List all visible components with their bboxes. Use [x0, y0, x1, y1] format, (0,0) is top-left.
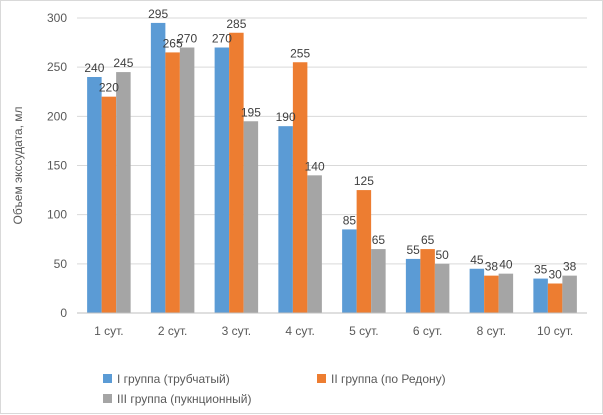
x-tick-label-3: 3 сут.: [222, 324, 252, 338]
y-tick-label-250: 250: [47, 60, 67, 74]
data-label-s1-c7: 45: [470, 253, 484, 267]
bar-s2-c8: [547, 283, 563, 313]
legend: I группа (трубчатый) II группа (по Редону…: [103, 372, 446, 406]
y-tick-label-100: 100: [47, 208, 67, 222]
legend-label-1: I группа (трубчатый): [117, 372, 230, 386]
bar-s3-c4: [307, 175, 322, 313]
y-tick-label-150: 150: [47, 159, 67, 173]
data-label-s1-c5: 85: [343, 213, 357, 227]
x-tick-label-1: 1 сут.: [94, 324, 124, 338]
y-axis-title: Объем экссудата, мл: [11, 106, 25, 224]
bar-s2-c7: [484, 275, 499, 313]
y-tick-label-0: 0: [60, 306, 67, 320]
data-label-s1-c1: 240: [84, 61, 104, 75]
bar-s3-c5: [371, 249, 386, 313]
bar-s3-c2: [179, 47, 195, 313]
bar-s3-c6: [434, 263, 450, 313]
data-label-s3-c6: 50: [435, 248, 449, 262]
data-label-s3-c8: 38: [563, 260, 577, 274]
legend-swatch-2: [317, 374, 326, 383]
data-label-s2-c8: 30: [548, 268, 562, 282]
bar-s1-c8: [533, 278, 548, 313]
bar-s1-c3: [214, 47, 230, 313]
bar-s2-c3: [229, 32, 244, 313]
data-label-s3-c7: 40: [499, 258, 513, 272]
bar-s1-c7: [469, 268, 485, 313]
data-label-s2-c7: 38: [485, 260, 499, 274]
data-label-s2-c3: 285: [226, 17, 246, 31]
axes: 0 50 100 150 200 250 300 Объем экссудата, мл 1 с…: [11, 11, 587, 338]
x-tick-label-8: 10 сут.: [537, 324, 573, 338]
bar-s3-c8: [562, 275, 577, 313]
data-label-s1-c2: 295: [148, 7, 168, 21]
data-label-s2-c4: 255: [290, 46, 310, 60]
bars: [87, 22, 577, 314]
bar-s2-c6: [420, 249, 435, 313]
legend-label-2: II группа (по Редону): [331, 372, 446, 386]
y-tick-label-300: 300: [47, 11, 67, 25]
x-tick-label-2: 2 сут.: [158, 324, 188, 338]
data-label-s3-c4: 140: [305, 159, 325, 173]
bar-s1-c5: [342, 229, 357, 313]
data-label-s1-c4: 190: [276, 110, 296, 124]
y-tick-label-200: 200: [47, 109, 67, 123]
legend-label-3: III группа (пукнционный): [117, 392, 251, 406]
legend-swatch-1: [103, 374, 112, 383]
bar-s2-c2: [165, 52, 180, 314]
bar-s3-c1: [116, 72, 131, 313]
data-label-s2-c2: 265: [163, 36, 183, 50]
bar-s2-c5: [356, 190, 372, 313]
bar-s1-c6: [405, 258, 421, 313]
x-tick-label-5: 5 сут.: [349, 324, 379, 338]
data-label-s3-c5: 65: [372, 233, 386, 247]
bar-s2-c1: [101, 96, 117, 314]
data-label-s1-c8: 35: [534, 263, 548, 277]
legend-swatch-3: [103, 394, 112, 403]
data-label-s3-c1: 245: [113, 56, 133, 70]
bar-s3-c7: [498, 273, 514, 313]
data-label-s2-c1: 220: [99, 81, 119, 95]
x-tick-label-7: 8 сут.: [477, 324, 507, 338]
data-label-s3-c3: 195: [241, 105, 261, 119]
x-tick-label-4: 4 сут.: [285, 324, 315, 338]
bar-s1-c1: [87, 77, 102, 313]
data-label-s1-c3: 270: [212, 32, 232, 46]
y-tick-label-50: 50: [54, 257, 68, 271]
bar-s3-c3: [243, 121, 259, 313]
x-tick-label-6: 6 сут.: [413, 324, 443, 338]
data-label-s3-c2: 270: [177, 32, 197, 46]
data-label-s2-c5: 125: [354, 174, 374, 188]
data-label-s1-c6: 55: [406, 243, 420, 257]
data-label-s2-c6: 65: [421, 233, 435, 247]
bar-s2-c4: [292, 62, 308, 313]
bar-s1-c2: [150, 22, 166, 314]
bar-s1-c4: [278, 126, 293, 314]
